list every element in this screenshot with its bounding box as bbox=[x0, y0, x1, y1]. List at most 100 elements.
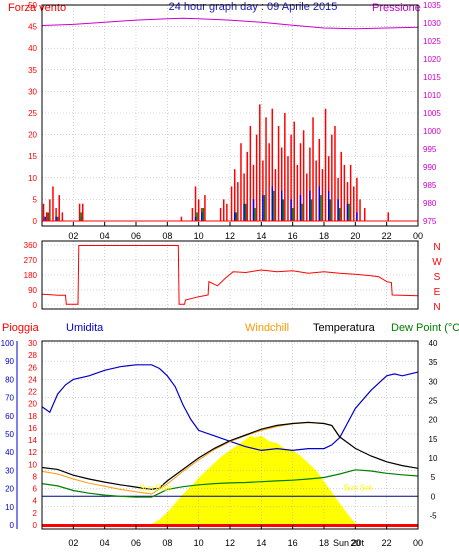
temperature-tick-label: 30 bbox=[429, 377, 438, 386]
rain-tick-label: 12 bbox=[28, 448, 37, 457]
wind-speed-axis: 0 5 10 15 20 25 30 35 40 45 50 bbox=[28, 1, 37, 226]
temperature-tick-label: -5 bbox=[429, 511, 437, 520]
bottom-x-tick-label: 18 bbox=[319, 538, 329, 548]
humidity-tick-label: 50 bbox=[5, 430, 14, 439]
pressure-tick-label: 1020 bbox=[423, 55, 441, 64]
bottom-x-tick-label: 10 bbox=[194, 538, 204, 548]
wind-tick-label: 20 bbox=[28, 131, 37, 140]
rain-tick-label: 22 bbox=[28, 388, 37, 397]
wind-tick-label: 5 bbox=[33, 195, 38, 204]
temperature-tick-label: 25 bbox=[429, 396, 438, 405]
sun-annotation: Sun 20t bbox=[333, 538, 365, 548]
bottom-x-tick-label: 16 bbox=[288, 538, 298, 548]
humidity-tick-label: 20 bbox=[5, 485, 14, 494]
top-x-tick-label: 10 bbox=[194, 231, 204, 241]
top-x-tick-label: 06 bbox=[131, 231, 141, 241]
top-panel-grid bbox=[42, 4, 418, 226]
wind-tick-label: 25 bbox=[28, 109, 37, 118]
rain-tick-label: 2 bbox=[33, 509, 38, 518]
pressure-axis: 975 980 985 990 995 1000 1005 1010 1015 1020 1025 1… bbox=[423, 1, 441, 226]
direction-line bbox=[41, 245, 419, 305]
direction-tick-label: 180 bbox=[24, 271, 38, 280]
pressure-tick-label: 1035 bbox=[423, 1, 441, 10]
humidity-tick-label: 100 bbox=[1, 339, 15, 348]
top-x-tick-label: 08 bbox=[162, 231, 172, 241]
humidity-tick-label: 0 bbox=[10, 521, 15, 530]
rain-tick-label: 26 bbox=[28, 363, 37, 372]
bottom-x-tick-label: 02 bbox=[68, 538, 78, 548]
temperature-tick-label: 15 bbox=[429, 435, 438, 444]
wind-series-layer bbox=[41, 17, 419, 222]
right-axis-title: Pressione bbox=[372, 2, 421, 14]
wind-tick-label: 40 bbox=[28, 44, 37, 53]
top-x-tick-label: 00 bbox=[413, 231, 423, 241]
top-x-tick-label: 04 bbox=[100, 231, 110, 241]
compass-label: W bbox=[432, 257, 442, 268]
pressure-tick-label: 985 bbox=[423, 181, 437, 190]
pressure-tick-label: 1000 bbox=[423, 127, 441, 136]
temperature-tick-label: 0 bbox=[431, 492, 436, 501]
bottom-x-tick-label: 20 bbox=[350, 538, 360, 548]
legend-dewpoint: Dew Point (°C bbox=[391, 322, 459, 334]
pressure-tick-label: 1030 bbox=[423, 19, 441, 28]
humidity-tick-label: 70 bbox=[5, 394, 14, 403]
top-x-tick-label: 22 bbox=[382, 231, 392, 241]
temperature-tick-label: 40 bbox=[429, 339, 438, 348]
bottom-panel-axes: 0102030405060708090100024681012141618202… bbox=[1, 339, 438, 530]
wind-tick-label: 35 bbox=[28, 66, 37, 75]
pressure-tick-label: 1005 bbox=[423, 109, 441, 118]
legend-rain: Pioggia bbox=[2, 322, 40, 334]
temperature-tick-label: 10 bbox=[429, 454, 438, 463]
rain-tick-label: 20 bbox=[28, 400, 37, 409]
sunrise-label: Sun Rise bbox=[139, 483, 172, 492]
top-x-tick-label: 02 bbox=[68, 231, 78, 241]
compass-label: N bbox=[433, 302, 440, 313]
humidity-line bbox=[41, 364, 419, 452]
bottom-x-tick-label: 12 bbox=[225, 538, 235, 548]
wind-tick-label: 15 bbox=[28, 152, 37, 161]
compass-label: S bbox=[434, 272, 441, 283]
bottom-x-tick-label: 14 bbox=[256, 538, 266, 548]
direction-panel-grid bbox=[42, 241, 418, 309]
bottom-panel-grid bbox=[42, 341, 418, 529]
bottom-x-tick-label: 08 bbox=[162, 538, 172, 548]
rain-tick-label: 30 bbox=[28, 339, 37, 348]
rain-tick-label: 10 bbox=[28, 460, 37, 469]
pressure-tick-label: 975 bbox=[423, 217, 437, 226]
bottom-panel-frame bbox=[41, 340, 419, 530]
temperature-tick-label: 20 bbox=[429, 416, 438, 425]
bottom-x-tick-label: 00 bbox=[413, 538, 423, 548]
rain-tick-label: 6 bbox=[33, 485, 38, 494]
pressure-line bbox=[41, 17, 419, 30]
legend-temperature: Temperatura bbox=[313, 322, 376, 334]
top-x-tick-label: 18 bbox=[319, 231, 329, 241]
bottom-x-axis: 02 04 06 08 10 12 14 16 18 20 22 00 bbox=[68, 525, 423, 548]
rain-tick-label: 8 bbox=[33, 472, 38, 481]
humidity-tick-label: 40 bbox=[5, 448, 14, 457]
wind-tick-label: 30 bbox=[28, 87, 37, 96]
humidity-tick-label: 90 bbox=[5, 357, 14, 366]
rain-tick-label: 14 bbox=[28, 436, 37, 445]
top-x-tick-label: 12 bbox=[225, 231, 235, 241]
humidity-tick-label: 10 bbox=[5, 503, 14, 512]
pressure-tick-label: 995 bbox=[423, 145, 437, 154]
direction-tick-label: 270 bbox=[24, 256, 38, 265]
legend-humidity: Umidita bbox=[66, 322, 104, 334]
top-x-tick-label: 16 bbox=[288, 231, 298, 241]
sunset-label: Sun Set bbox=[343, 483, 372, 492]
wind-tick-label: 10 bbox=[28, 174, 37, 183]
rain-tick-label: 4 bbox=[33, 497, 38, 506]
pressure-tick-label: 980 bbox=[423, 199, 437, 208]
pressure-tick-label: 1015 bbox=[423, 73, 441, 82]
bottom-x-tick-label: 04 bbox=[100, 538, 110, 548]
left-axis-title: Forza vento bbox=[8, 2, 66, 14]
dewpoint-line bbox=[41, 469, 419, 498]
direction-tick-label: 360 bbox=[24, 241, 38, 250]
bottom-x-tick-label: 06 bbox=[131, 538, 141, 548]
top-x-tick-label: 20 bbox=[350, 231, 360, 241]
sun-area-layer bbox=[150, 435, 357, 525]
top-panel-frame bbox=[41, 4, 419, 227]
direction-series-layer bbox=[41, 245, 419, 305]
humidity-tick-label: 30 bbox=[5, 466, 14, 475]
